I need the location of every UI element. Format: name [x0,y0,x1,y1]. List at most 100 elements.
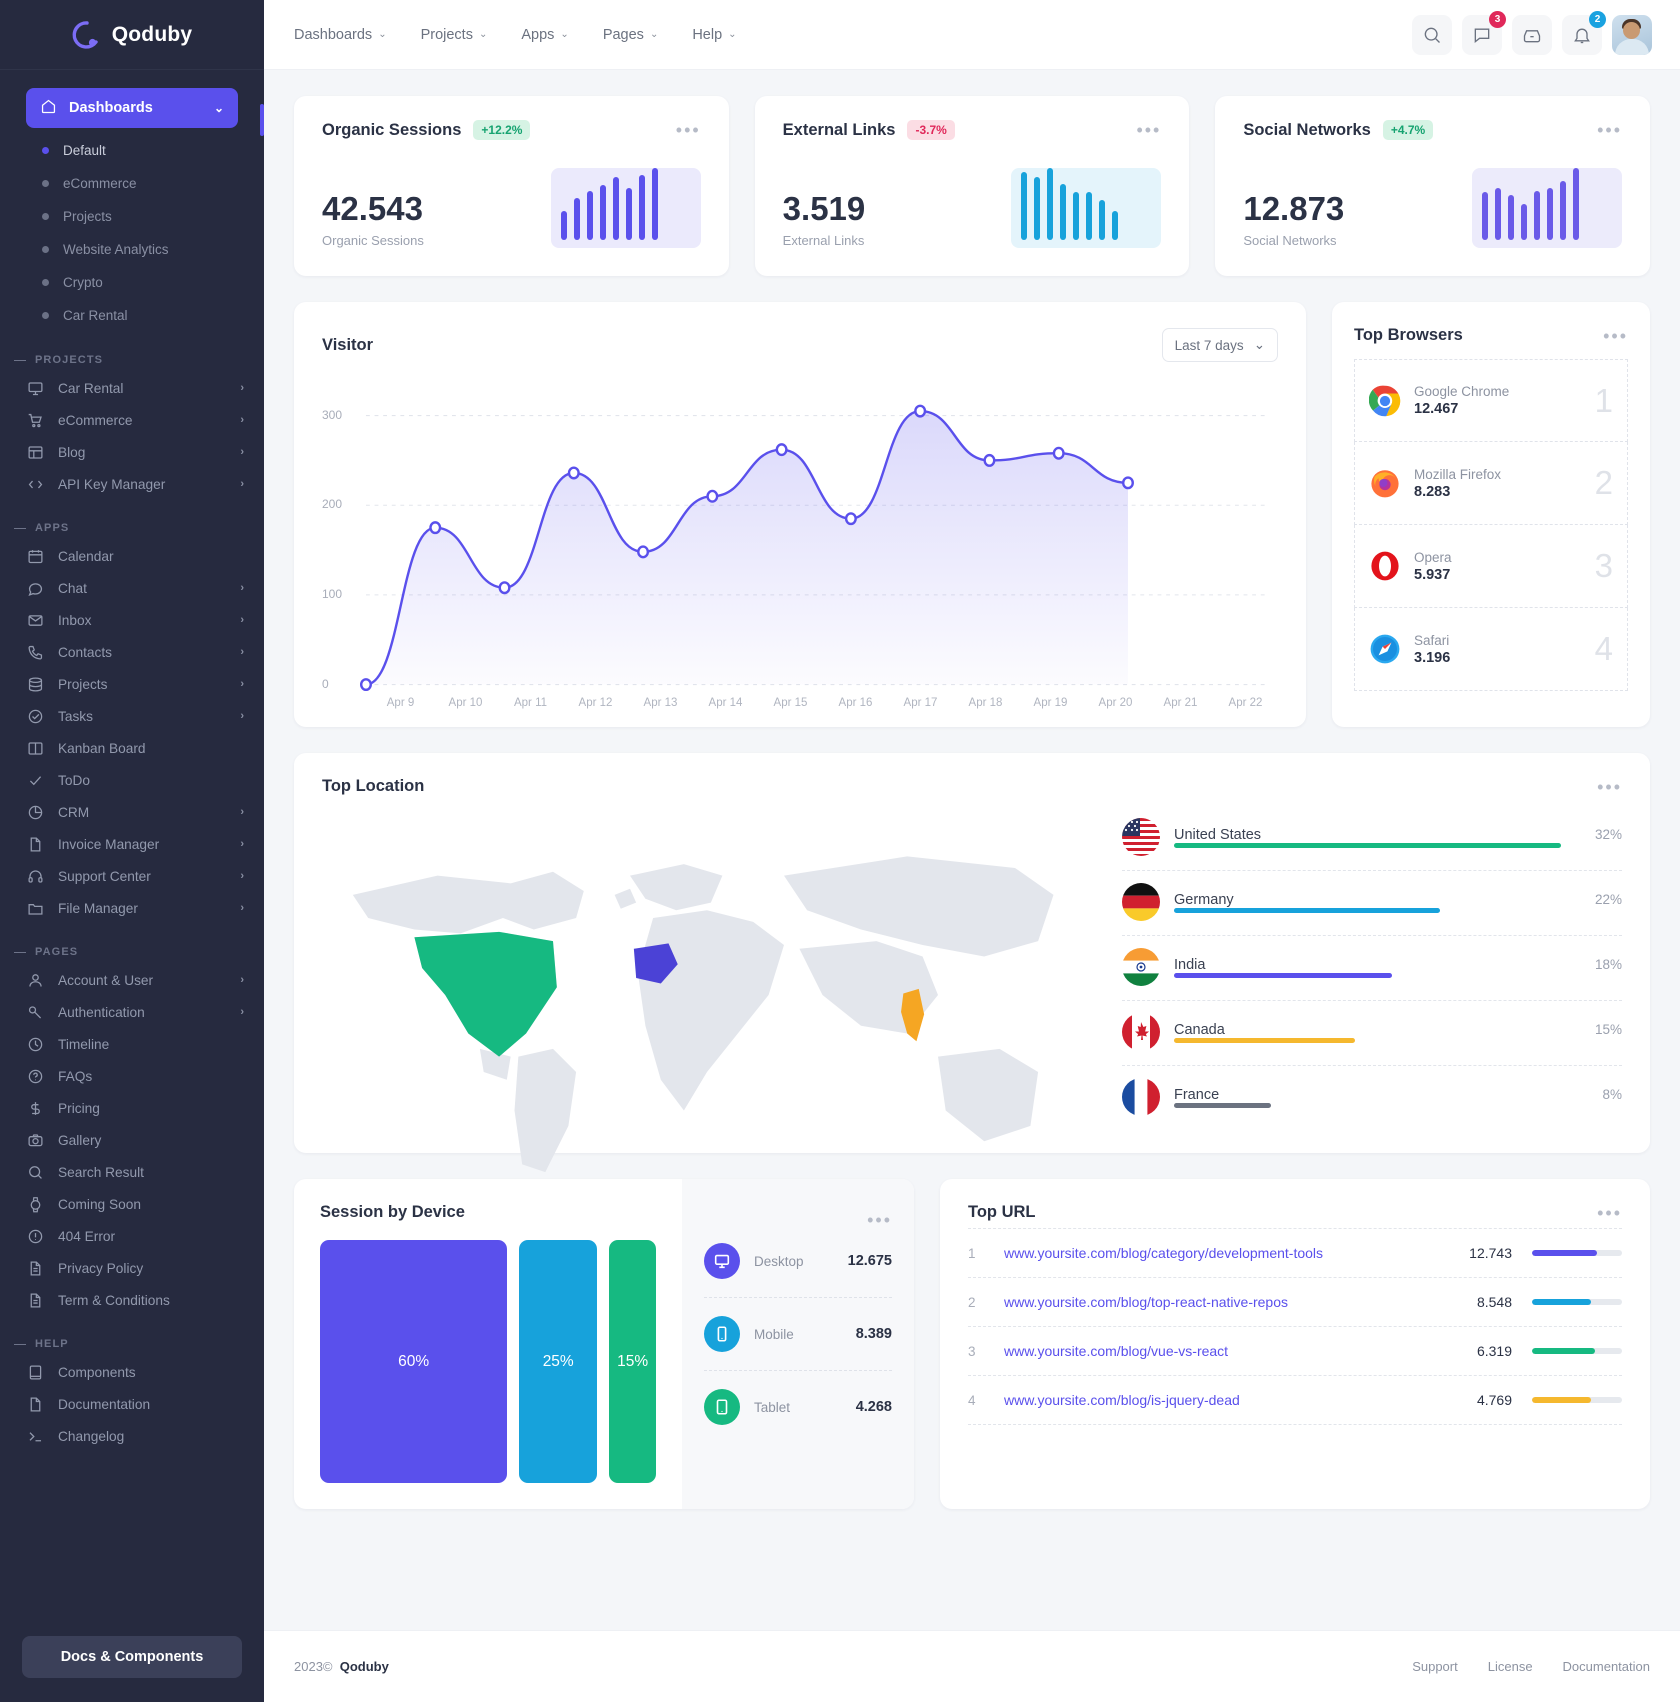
notifications-button[interactable]: 2 [1562,10,1606,55]
sidebar-item-projects[interactable]: Projects › [0,668,264,700]
sidebar-item-car-rental[interactable]: Car Rental › [0,372,264,404]
sidebar-item-coming-soon[interactable]: Coming Soon [0,1188,264,1220]
sidebar-item-dashboards[interactable]: Dashboards ⌄ [26,88,238,128]
sidebar-item-changelog[interactable]: Changelog [0,1420,264,1452]
country-info: France 8% [1174,1087,1622,1108]
top-navigation: Dashboards ⌄ Projects ⌄ Apps ⌄ Pages ⌄ Help ⌄ [294,27,737,43]
browsers-more-icon[interactable]: ••• [1603,325,1628,346]
sidebar-item-calendar[interactable]: Calendar [0,540,264,572]
subitem-label: Car Rental [63,308,128,323]
url-link[interactable]: www.yoursite.com/blog/category/developme… [1004,1245,1324,1261]
check-icon [29,775,41,785]
browser-row[interactable]: Mozilla Firefox 8.283 2 [1354,442,1628,525]
country-row[interactable]: Canada 15% [1122,1001,1622,1066]
sidebar-item-inbox[interactable]: Inbox › [0,604,264,636]
dashboard-subitem-website-analytics[interactable]: Website Analytics [0,233,264,266]
sidebar-item-contacts[interactable]: Contacts › [0,636,264,668]
url-link[interactable]: www.yoursite.com/blog/top-react-native-r… [1004,1294,1289,1310]
country-row[interactable]: France 8% [1122,1066,1622,1130]
date-range-select[interactable]: Last 7 days ⌄ [1161,328,1278,362]
dashboard-subitem-list: Default eCommerce Projects Website Analytic… [0,134,264,332]
dashboard-subitem-projects[interactable]: Projects [0,200,264,233]
sidebar-item-api-key-manager[interactable]: API Key Manager › [0,468,264,500]
dash-icon [14,1343,26,1345]
sidebar-item-label: File Manager [58,900,138,916]
stat-more-icon[interactable]: ••• [1136,120,1162,140]
stat-more-icon[interactable]: ••• [1597,120,1623,140]
sidebar-item-account-user[interactable]: Account & User › [0,964,264,996]
sidebar-item-components[interactable]: Components [0,1356,264,1388]
topnav-help[interactable]: Help ⌄ [692,27,736,43]
sidebar-item-ecommerce[interactable]: eCommerce › [0,404,264,436]
sidebar-item-blog[interactable]: Blog › [0,436,264,468]
camera-icon [26,1131,44,1149]
browser-row[interactable]: Google Chrome 12.467 1 [1354,359,1628,442]
world-map[interactable] [322,800,1092,1205]
docs-components-button[interactable]: Docs & Components [22,1636,242,1678]
sidebar-item-404-error[interactable]: 404 Error [0,1220,264,1252]
dashboard-subitem-default[interactable]: Default [0,134,264,167]
dashboard-subitem-crypto[interactable]: Crypto [0,266,264,299]
url-row[interactable]: 3 www.yoursite.com/blog/vue-vs-react 6.319 [968,1326,1622,1375]
sidebar-item-term-conditions[interactable]: Term & Conditions [0,1284,264,1316]
sidebar-item-tasks[interactable]: Tasks › [0,700,264,732]
sidebar-item-timeline[interactable]: Timeline [0,1028,264,1060]
sidebar-item-documentation[interactable]: Documentation [0,1388,264,1420]
url-row[interactable]: 2 www.yoursite.com/blog/top-react-native-… [968,1277,1622,1326]
browser-row[interactable]: Safari 3.196 4 [1354,608,1628,691]
topnav-pages[interactable]: Pages ⌄ [603,27,659,43]
spark-bar [1560,180,1567,240]
dashboard-subitem-ecommerce[interactable]: eCommerce [0,167,264,200]
topnav-projects[interactable]: Projects ⌄ [421,27,488,43]
url-row[interactable]: 1 www.yoursite.com/blog/category/developm… [968,1228,1622,1277]
user-icon [26,971,44,989]
footer-link-support[interactable]: Support [1412,1659,1458,1674]
sidebar-item-gallery[interactable]: Gallery [0,1124,264,1156]
brand-logo[interactable]: Qoduby [0,0,264,70]
spark-bar [625,188,632,240]
sidebar-item-faqs[interactable]: FAQs [0,1060,264,1092]
url-link[interactable]: www.yoursite.com/blog/vue-vs-react [1004,1343,1229,1359]
sidebar-item-todo[interactable]: ToDo [0,764,264,796]
device-more-icon[interactable]: ••• [867,1210,892,1230]
sidebar-item-label: API Key Manager [58,476,166,492]
section-title: APPS [35,522,70,534]
inbox-button[interactable] [1512,14,1552,55]
device-row[interactable]: Tablet 4.268 [704,1371,892,1443]
browser-row[interactable]: Opera 5.937 3 [1354,525,1628,608]
dashboard-subitem-car-rental[interactable]: Car Rental [0,299,264,332]
bullet-icon [42,147,49,154]
sidebar-item-invoice-manager[interactable]: Invoice Manager › [0,828,264,860]
device-row[interactable]: Desktop 12.675 [704,1225,892,1298]
footer-link-documentation[interactable]: Documentation [1562,1659,1650,1674]
sidebar-item-privacy-policy[interactable]: Privacy Policy [0,1252,264,1284]
url-link[interactable]: www.yoursite.com/blog/is-jquery-dead [1004,1392,1240,1408]
sidebar-item-authentication[interactable]: Authentication › [0,996,264,1028]
location-more-icon[interactable]: ••• [1597,776,1622,797]
sidebar-item-support-center[interactable]: Support Center › [0,860,264,892]
stat-title: Organic Sessions [322,120,462,139]
search-button[interactable] [1412,14,1452,55]
topnav-dashboards[interactable]: Dashboards ⌄ [294,27,387,43]
sidebar-item-crm[interactable]: CRM › [0,796,264,828]
country-row[interactable]: Germany 22% [1122,871,1622,936]
country-row[interactable]: India 18% [1122,936,1622,1001]
messages-button[interactable]: 3 [1462,10,1506,55]
sidebar: Qoduby Dashboards ⌄ Default eCommerce Proj… [0,0,264,1702]
footer-link-license[interactable]: License [1487,1659,1533,1674]
alert-circle-icon [26,1227,44,1245]
stat-more-icon[interactable]: ••• [675,120,701,140]
url-row[interactable]: 4 www.yoursite.com/blog/is-jquery-dead 4.7… [968,1375,1622,1425]
sidebar-item-file-manager[interactable]: File Manager › [0,892,264,924]
sidebar-item-chat[interactable]: Chat › [0,572,264,604]
sidebar-item-pricing[interactable]: Pricing [0,1092,264,1124]
sidebar-item-search-result[interactable]: Search Result [0,1156,264,1188]
avatar[interactable] [1612,14,1652,55]
device-row[interactable]: Mobile 8.389 [704,1298,892,1371]
country-row[interactable]: United States 32% [1122,806,1622,871]
topnav-apps[interactable]: Apps ⌄ [521,27,568,43]
date-range-value: Last 7 days [1174,337,1244,353]
topurl-more-icon[interactable]: ••• [1597,1202,1622,1223]
url-progress-track [1532,1299,1622,1305]
sidebar-item-kanban-board[interactable]: Kanban Board [0,732,264,764]
